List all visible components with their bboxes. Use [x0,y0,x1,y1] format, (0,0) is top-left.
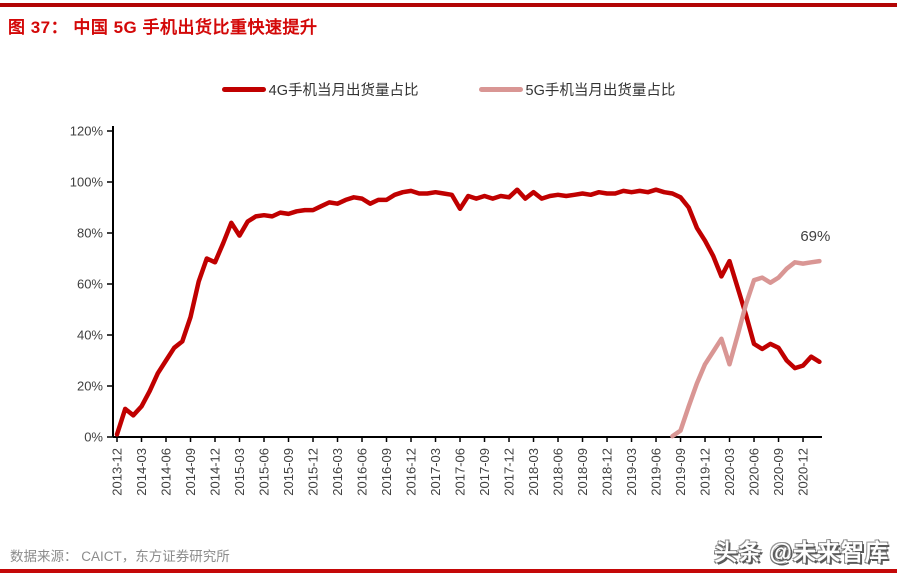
shipment-share-line-chart: 0% 20% 40% 60% 80% 100% 120% 2013-12 2014-03 2014… [70,124,831,496]
x-tick-label: 2020-09 [771,448,786,496]
x-tick-label: 2018-09 [575,448,590,496]
x-tick-label: 2015-03 [232,448,247,496]
legend-label-4g: 4G手机当月出货量占比 [268,83,419,99]
y-tick-label: 120% [70,124,104,139]
x-tick-label: 2019-09 [673,448,688,496]
y-tick-label: 20% [77,379,103,394]
x-tick-label: 2018-06 [551,448,566,496]
page-title: 图 37： 中国 5G 手机出货比重快速提升 [8,18,318,37]
source-note: 数据来源： CAICT，东方证券研究所 [10,549,230,564]
x-tick-label: 2020-06 [747,448,762,496]
x-tick-label: 2019-12 [698,448,713,496]
y-tick-label: 80% [77,226,103,241]
line-4g-share [114,187,822,437]
x-tick-label: 2016-09 [379,448,394,496]
x-tick-label: 2014-06 [159,448,174,496]
legend-swatch-5g-icon [478,87,523,92]
x-tick-label: 2017-03 [428,448,443,496]
x-tick-label: 2016-03 [330,448,345,496]
y-tick-label: 60% [77,277,103,292]
y-tick-label: 40% [77,328,103,343]
x-tick-label: 2018-03 [526,448,541,496]
x-tick-label: 2020-12 [796,448,811,496]
legend-label-5g: 5G手机当月出货量占比 [525,83,676,99]
x-tick-label: 2015-06 [257,448,272,496]
x-tick-label: 2020-03 [722,448,737,496]
x-tick-label: 2015-12 [306,448,321,496]
legend-item-4g: 4G手机当月出货量占比 [221,79,419,100]
x-tick-label: 2016-12 [404,448,419,496]
legend-item-5g: 5G手机当月出货量占比 [478,79,676,100]
annotation-69-percent: 69% [800,228,830,245]
x-tick-label: 2019-03 [624,448,639,496]
x-tick-label: 2017-09 [477,448,492,496]
legend-swatch-4g-icon [221,87,266,92]
x-tick-label: 2018-12 [600,448,615,496]
x-tick-label: 2014-09 [183,448,198,496]
x-tick-label: 2014-03 [134,448,149,496]
bottom-rule [0,569,897,573]
y-tick-label: 0% [84,430,103,445]
top-rule [0,3,897,7]
x-tick-label: 2019-06 [649,448,664,496]
x-tick-label: 2013-12 [110,448,125,496]
x-tick-label: 2014-12 [208,448,223,496]
x-tick-label: 2015-09 [281,448,296,496]
y-tick-label: 100% [70,175,104,190]
watermark: 头条 @未来智库 [714,539,889,565]
x-tick-label: 2017-06 [453,448,468,496]
x-tick-label: 2017-12 [502,448,517,496]
chart-legend: 4G手机当月出货量占比 5G手机当月出货量占比 [0,79,897,100]
x-tick-label: 2016-06 [355,448,370,496]
line-5g-share [670,258,822,439]
